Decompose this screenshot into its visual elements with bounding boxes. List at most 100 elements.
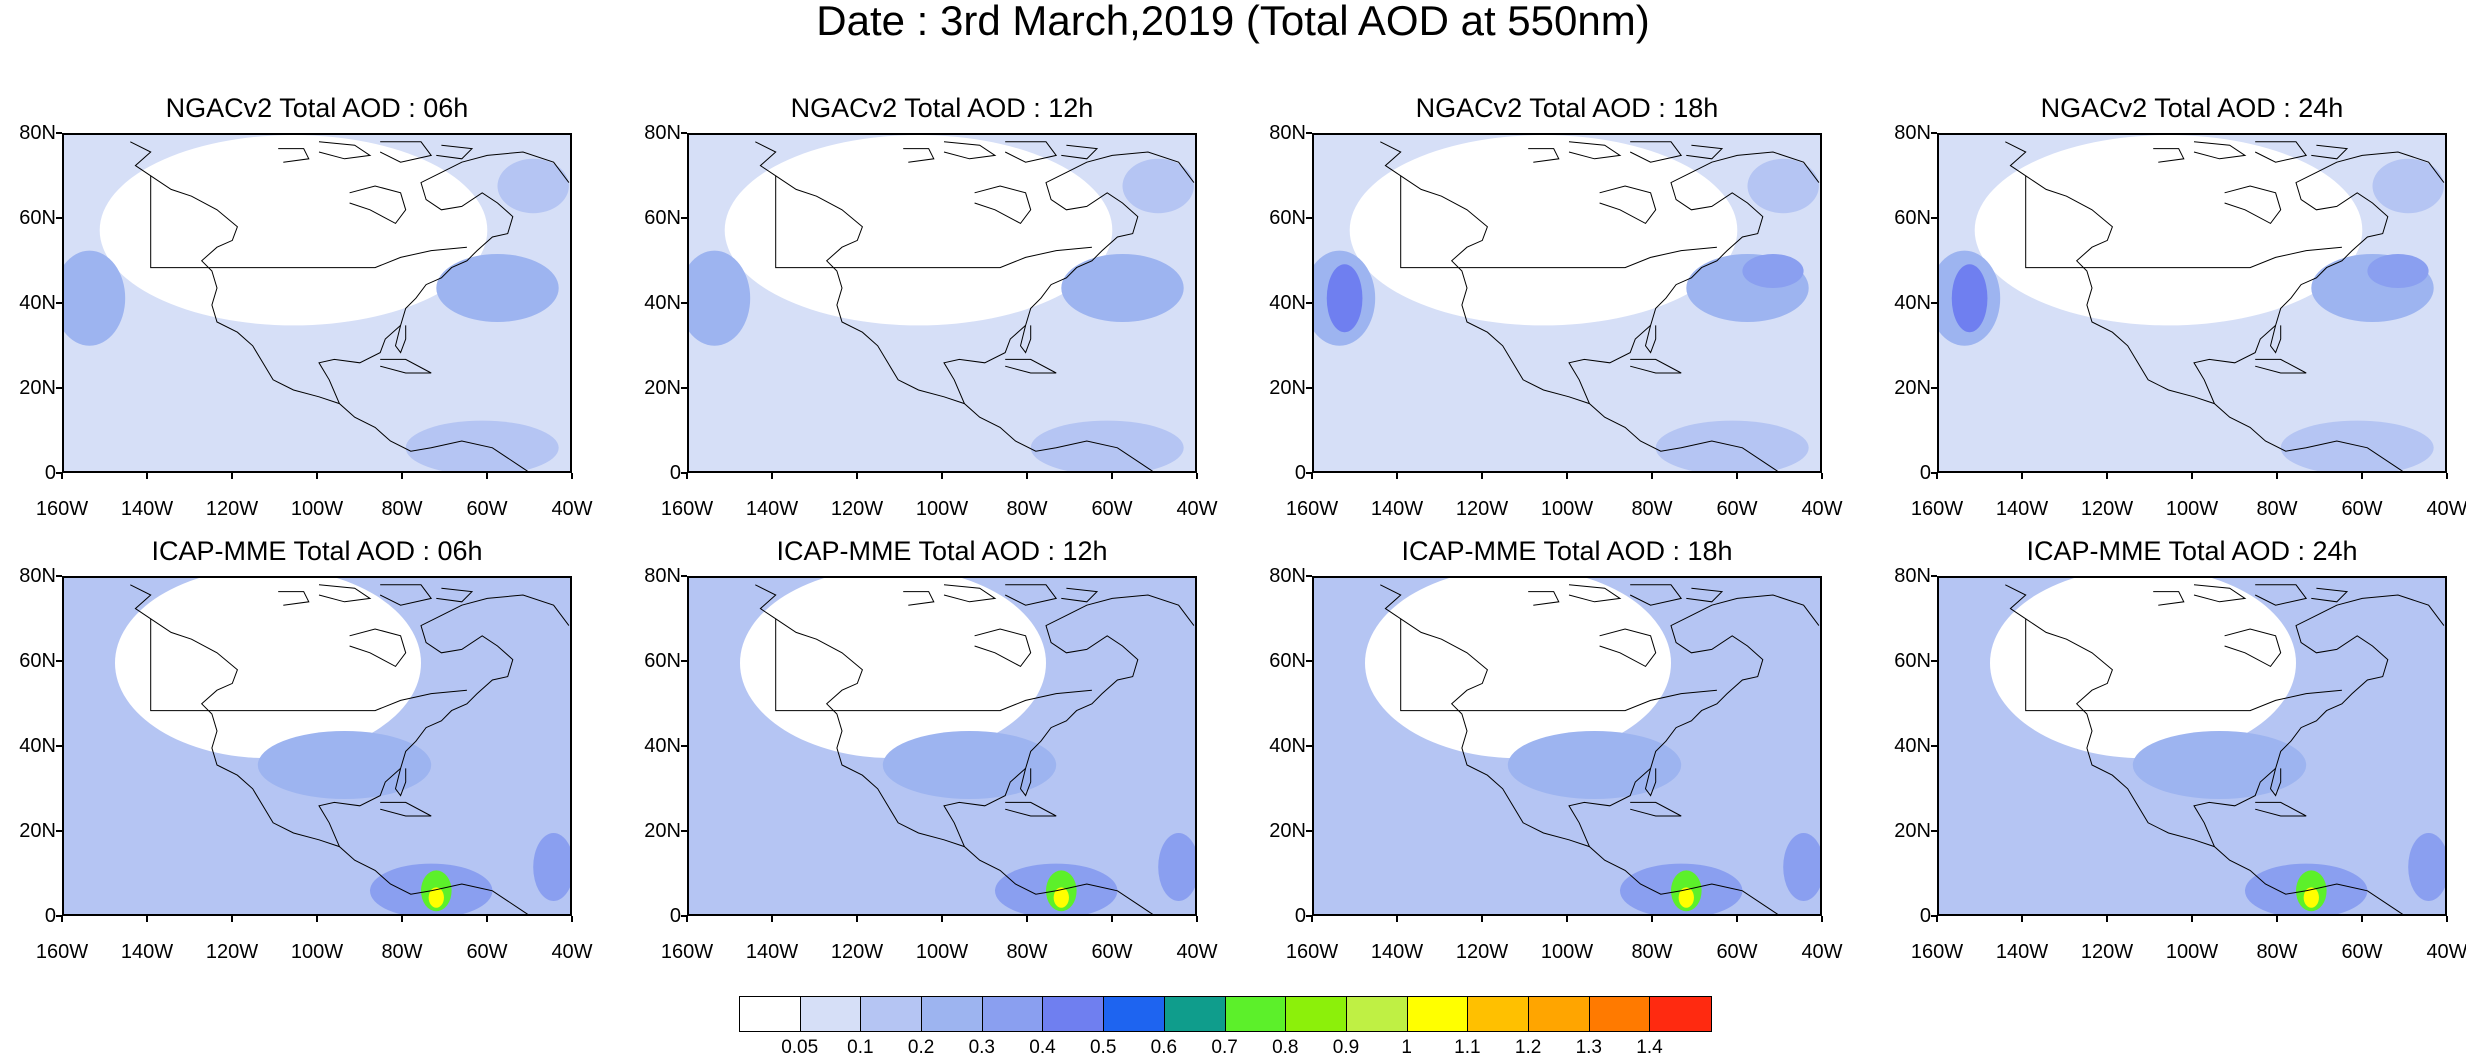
- x-tick-mark: [401, 473, 403, 479]
- aod-blob: [1507, 731, 1682, 799]
- x-tick-mark: [146, 473, 148, 479]
- x-tick-mark: [2361, 473, 2363, 479]
- coastline: [394, 325, 407, 354]
- y-tick-label: 40N: [1269, 292, 1306, 314]
- x-tick-label: 60W: [2341, 941, 2383, 963]
- aod-map: [689, 578, 1195, 914]
- y-tick-mark: [1931, 575, 1937, 577]
- y-tick-label: 40N: [644, 735, 681, 757]
- y-tick-label: 40N: [19, 735, 56, 757]
- coastline: [349, 185, 407, 225]
- x-tick-mark: [1196, 916, 1198, 922]
- x-tick-mark: [571, 473, 573, 479]
- y-tick-label: 60N: [1894, 207, 1931, 229]
- x-tick-mark: [231, 916, 233, 922]
- aod-blob: [1951, 264, 1988, 333]
- colorbar-swatch: [1104, 997, 1165, 1031]
- y-tick-mark: [1931, 830, 1937, 832]
- x-tick-mark: [941, 916, 943, 922]
- low-aod-region: [1349, 135, 1738, 326]
- y-tick-label: 40N: [1894, 735, 1931, 757]
- x-tick-mark: [2021, 916, 2023, 922]
- panel-title: ICAP-MME Total AOD : 18h: [1401, 536, 1733, 566]
- coastline: [2255, 358, 2307, 374]
- coastline: [2025, 175, 2342, 269]
- colorbar: [739, 996, 1712, 1032]
- y-tick-label: 60N: [1269, 207, 1306, 229]
- y-tick-label: 60N: [19, 650, 56, 672]
- y-tick-label: 60N: [1269, 650, 1306, 672]
- aod-blob: [1678, 887, 1694, 908]
- x-tick-label: 140W: [1370, 941, 1424, 963]
- x-tick-label: 60W: [1091, 498, 1133, 520]
- coastline: [2005, 141, 2404, 471]
- coastline: [1686, 587, 1724, 603]
- x-tick-mark: [316, 473, 318, 479]
- coastline: [1568, 141, 1622, 160]
- x-tick-mark: [1311, 473, 1313, 479]
- y-tick-label: 20N: [19, 820, 56, 842]
- aod-blob: [1053, 887, 1069, 908]
- y-tick-mark: [56, 660, 62, 662]
- x-tick-mark: [686, 916, 688, 922]
- x-tick-label: 40W: [551, 941, 593, 963]
- x-tick-label: 40W: [1176, 498, 1218, 520]
- aod-blob: [1122, 158, 1194, 214]
- coastline: [1380, 584, 1779, 914]
- y-tick-mark: [1306, 472, 1312, 474]
- y-tick-mark: [1306, 830, 1312, 832]
- coastline: [1599, 185, 1657, 225]
- y-tick-mark: [56, 830, 62, 832]
- x-tick-label: 140W: [745, 498, 799, 520]
- coastline: [1630, 358, 1682, 374]
- coastline: [1629, 584, 1683, 606]
- aod-map: [64, 135, 570, 471]
- x-tick-mark: [1736, 473, 1738, 479]
- x-tick-label: 140W: [120, 941, 174, 963]
- y-tick-label: 0: [44, 905, 56, 927]
- coastline: [2193, 141, 2247, 160]
- y-tick-label: 80N: [644, 565, 681, 587]
- coastline: [1005, 358, 1057, 374]
- coastline: [943, 141, 997, 160]
- coastline: [2311, 587, 2349, 603]
- x-tick-label: 140W: [745, 941, 799, 963]
- aod-map: [689, 135, 1195, 471]
- x-tick-mark: [771, 916, 773, 922]
- x-tick-label: 120W: [205, 498, 259, 520]
- coastline: [1644, 768, 1657, 797]
- coastline: [2311, 144, 2349, 160]
- y-tick-mark: [681, 915, 687, 917]
- aod-blob: [257, 731, 432, 799]
- aod-blob: [882, 731, 1057, 799]
- y-tick-mark: [1306, 575, 1312, 577]
- y-tick-mark: [681, 660, 687, 662]
- y-tick-mark: [681, 387, 687, 389]
- y-tick-label: 20N: [1269, 820, 1306, 842]
- colorbar-label: 0.3: [968, 1037, 995, 1058]
- x-tick-mark: [2021, 473, 2023, 479]
- colorbar-label: 0.1: [847, 1037, 874, 1058]
- x-tick-mark: [2361, 916, 2363, 922]
- y-tick-label: 60N: [644, 650, 681, 672]
- coastline: [943, 594, 1195, 847]
- y-tick-label: 80N: [19, 122, 56, 144]
- x-tick-mark: [1111, 916, 1113, 922]
- colorbar-swatch: [1589, 997, 1651, 1031]
- aod-blob: [405, 420, 559, 471]
- y-tick-label: 80N: [1269, 122, 1306, 144]
- coastline: [974, 628, 1032, 668]
- x-tick-mark: [1651, 916, 1653, 922]
- aod-blob: [1742, 254, 1804, 288]
- coastline: [1528, 591, 1560, 606]
- y-tick-label: 20N: [644, 377, 681, 399]
- colorbar-label: 1: [1401, 1037, 1412, 1058]
- y-tick-mark: [1931, 302, 1937, 304]
- x-tick-label: 120W: [1455, 941, 1509, 963]
- coastline: [1568, 151, 1820, 404]
- x-tick-mark: [401, 916, 403, 922]
- x-tick-mark: [1566, 473, 1568, 479]
- x-tick-mark: [1651, 473, 1653, 479]
- x-tick-label: 120W: [830, 498, 884, 520]
- y-tick-mark: [56, 575, 62, 577]
